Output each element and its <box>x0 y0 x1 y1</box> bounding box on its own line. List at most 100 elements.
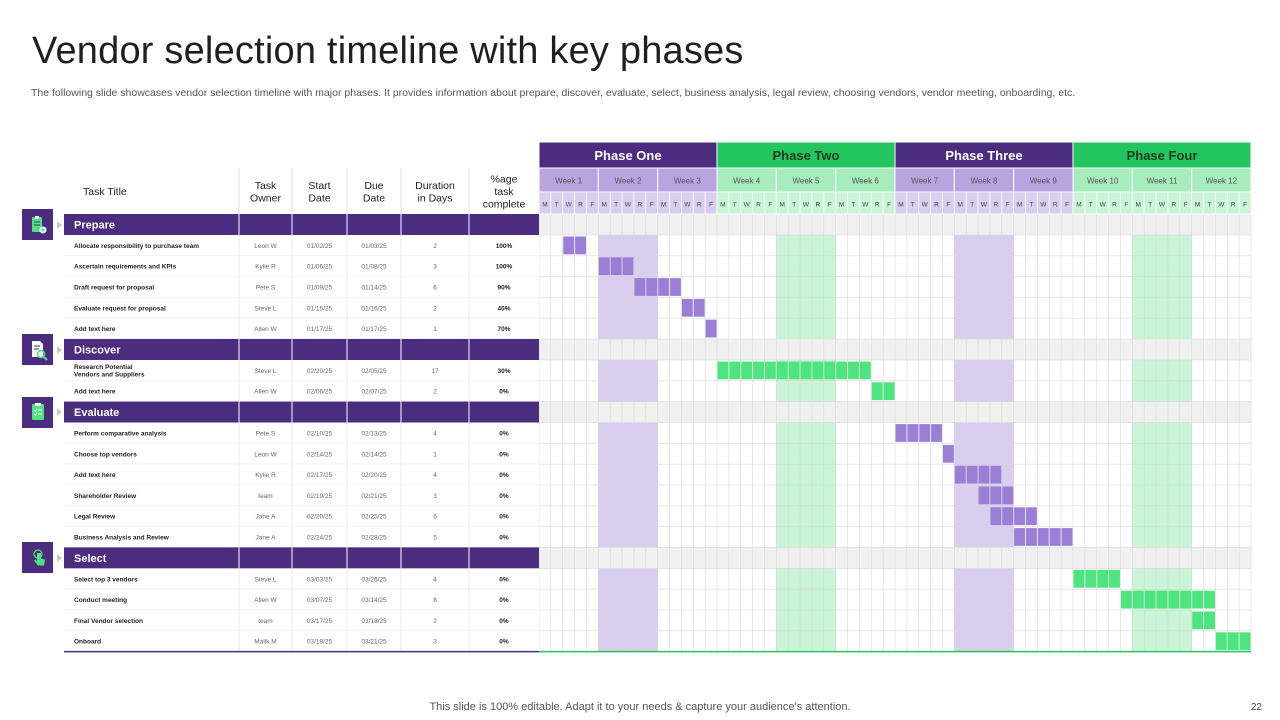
task-title: Business Analysis and Review <box>74 535 170 542</box>
week-highlight-band <box>1132 214 1192 652</box>
task-owner: Kylie R <box>255 472 276 479</box>
gantt-bar-cell <box>931 424 942 442</box>
day-letter: M <box>661 202 666 209</box>
column-header-line: Task Title <box>83 186 127 198</box>
checklist-icon-graphic <box>31 403 44 421</box>
week-label: Week 9 <box>1030 177 1058 186</box>
task-owner: Allen W <box>254 389 277 396</box>
gantt-bar <box>1073 569 1120 588</box>
section-pointer-arrow <box>57 220 62 229</box>
task-title-line: Vendors and Suppliers <box>74 372 145 379</box>
phase-header-cell <box>894 141 1074 169</box>
task-complete: 0% <box>499 514 509 521</box>
phase-label: Phase Two <box>773 148 840 163</box>
gantt-bar-cell <box>966 465 978 484</box>
day-letter: T <box>911 202 915 209</box>
week-label: Week 5 <box>793 177 821 186</box>
gantt-bar-cell <box>1049 528 1061 546</box>
task-start-date: 02/06/25 <box>307 389 333 396</box>
section-row: Evaluate <box>64 401 539 423</box>
column-header: Task Owner <box>250 180 281 205</box>
task-start-date: 02/10/25 <box>307 431 333 438</box>
day-letter: W <box>922 202 929 209</box>
section-row-bg <box>64 214 539 235</box>
task-row: Legal Review Jane A 02/20/25 02/25/25 6 0% <box>64 505 539 527</box>
section-row: Select <box>64 547 539 569</box>
task-duration: 4 <box>433 472 437 479</box>
section-row-bg <box>64 547 539 569</box>
task-start-date: 03/03/25 <box>307 576 333 583</box>
phase-header-cell <box>716 141 896 169</box>
task-duration: 4 <box>433 431 437 438</box>
gantt-bar-cell <box>1215 632 1227 651</box>
task-complete: 0% <box>499 576 509 583</box>
day-letter: M <box>839 202 844 209</box>
gantt-bar-cell <box>990 465 1002 484</box>
gantt-bar-cell <box>598 257 610 276</box>
day-letter: F <box>946 202 950 209</box>
task-complete: 70% <box>497 326 510 333</box>
day-letter: W <box>684 202 691 209</box>
day-letter: R <box>1172 202 1177 209</box>
week-label: Week 7 <box>911 177 939 186</box>
day-letter: M <box>1195 202 1200 209</box>
task-row: Research Potential Vendors and Suppliers S… <box>64 360 539 382</box>
gantt-bar <box>563 236 586 255</box>
task-due-date: 02/14/25 <box>361 451 387 458</box>
checklist-icon <box>22 396 53 428</box>
day-letter: T <box>1029 202 1033 209</box>
gantt-bar-cell <box>1156 590 1168 609</box>
task-row-bg <box>64 526 539 548</box>
gantt-bar <box>990 507 1037 526</box>
task-title: Ascertain requirements and KPIs <box>74 264 177 271</box>
gantt-bar-cell <box>1061 528 1073 546</box>
week-header-cell <box>1013 167 1074 193</box>
gantt-bar-cell <box>954 465 966 484</box>
day-letter: T <box>1207 202 1211 209</box>
task-due-date: 02/07/25 <box>361 389 387 396</box>
task-row-bg <box>64 505 539 527</box>
gantt-bar-cell <box>836 361 848 380</box>
gantt-bar <box>871 382 895 401</box>
gantt-bar-cell <box>942 444 954 463</box>
day-letter: M <box>720 202 725 209</box>
task-title: Select top 3 vendors <box>74 576 138 583</box>
gantt-bar <box>1014 528 1073 546</box>
task-start-date: 01/02/25 <box>307 243 333 250</box>
task-row: Final Vendor selection team 03/17/25 03/18/… <box>64 610 539 632</box>
gantt-bar-cell <box>1192 590 1204 609</box>
gantt-bar-cell <box>717 361 729 380</box>
task-due-date: 02/28/25 <box>361 535 387 542</box>
gantt-bar <box>1192 611 1215 630</box>
task-complete: 100% <box>496 243 513 250</box>
day-letter: F <box>887 202 891 209</box>
gantt-bar <box>705 319 717 338</box>
day-letter: F <box>650 202 654 209</box>
phase-header-cell <box>1072 141 1252 169</box>
task-title: Research Potential Vendors and Suppliers <box>74 364 145 379</box>
week-header-cell <box>835 167 896 193</box>
day-letter: R <box>578 202 583 209</box>
section-pointer-arrow <box>57 345 62 354</box>
section-name: Prepare <box>74 220 115 232</box>
task-complete: 0% <box>499 639 509 646</box>
task-row: Ascertain requirements and KPIs Kylie R 01… <box>64 255 539 278</box>
day-letter: M <box>542 202 547 209</box>
task-complete: 40% <box>497 305 510 312</box>
gantt-bar-cell <box>1204 590 1215 609</box>
column-header-line: Date <box>363 192 385 204</box>
section-name: Evaluate <box>74 407 119 419</box>
table-header-bg <box>64 168 539 214</box>
task-title: Onboard <box>74 639 101 646</box>
column-header-line: Date <box>308 192 330 204</box>
gantt-bar-cell <box>563 236 575 255</box>
gantt-bar <box>717 361 871 380</box>
section-pointer-arrow <box>57 408 62 417</box>
section-row-bg <box>64 339 539 360</box>
task-due-date: 02/05/25 <box>361 368 387 375</box>
task-row-bg <box>64 276 539 298</box>
day-letter: R <box>756 202 761 209</box>
week-label: Week 1 <box>555 177 583 186</box>
